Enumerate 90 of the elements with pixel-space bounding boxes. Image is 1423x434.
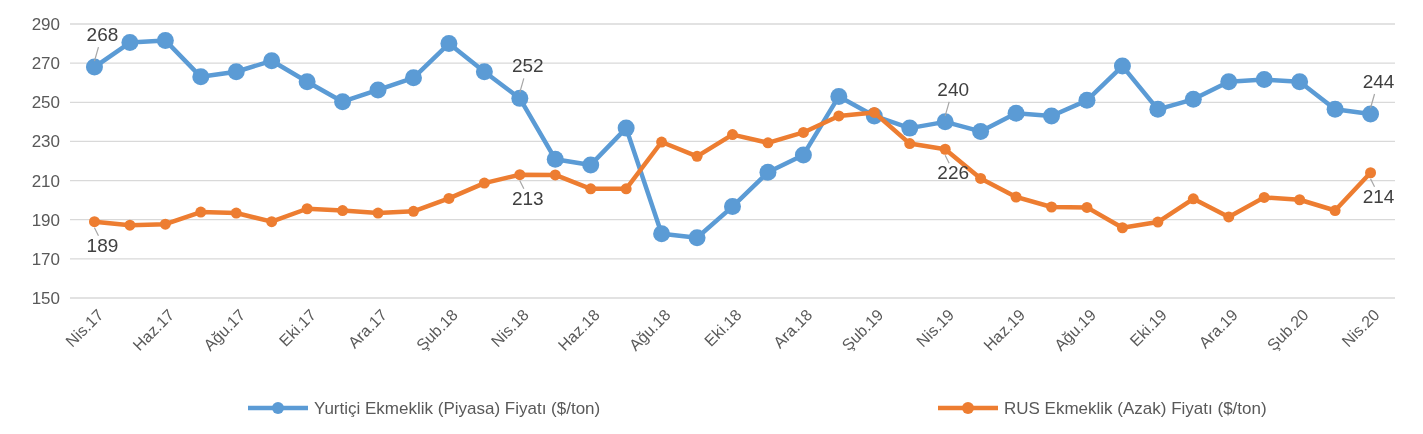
data-label: 240: [937, 78, 970, 100]
point: [797, 126, 809, 138]
point: [156, 31, 174, 49]
point: [1081, 201, 1093, 213]
point: [724, 198, 741, 216]
point: [939, 143, 951, 155]
y-tick-label: 250: [31, 93, 60, 113]
point: [546, 150, 564, 168]
point: [1255, 71, 1273, 89]
point: [1187, 193, 1199, 205]
point: [407, 205, 419, 217]
point: [1258, 191, 1270, 203]
point: [936, 113, 954, 131]
point: [475, 63, 493, 81]
data-label: 252: [511, 55, 544, 77]
point: [1113, 57, 1131, 75]
point: [1362, 105, 1380, 123]
point: [762, 137, 774, 149]
point: [372, 207, 384, 219]
point: [901, 119, 919, 137]
point: [124, 219, 136, 231]
point: [1116, 222, 1128, 234]
point: [617, 119, 635, 137]
point: [369, 81, 387, 99]
y-tick-label: 150: [31, 288, 60, 308]
point: [266, 216, 278, 228]
point: [656, 136, 668, 148]
point: [688, 229, 706, 247]
point: [833, 110, 845, 122]
data-label: 214: [1362, 185, 1395, 207]
point: [298, 73, 316, 91]
point: [794, 146, 812, 164]
data-label: 268: [86, 24, 119, 46]
point: [227, 63, 245, 81]
point: [1223, 211, 1235, 223]
point: [404, 69, 422, 87]
point: [727, 129, 738, 141]
point: [1326, 100, 1344, 118]
point: [1291, 73, 1309, 91]
point: [1329, 205, 1341, 217]
point: [972, 122, 990, 140]
point: [620, 183, 632, 195]
y-tick-label: 230: [31, 132, 60, 152]
point: [1294, 194, 1306, 206]
point: [443, 192, 455, 204]
point: [159, 218, 171, 230]
point: [478, 177, 490, 189]
point: [337, 205, 349, 217]
point: [301, 203, 313, 215]
point: [440, 35, 458, 53]
point: [1152, 216, 1164, 228]
data-label: 226: [937, 162, 970, 184]
y-tick-label: 210: [31, 171, 60, 191]
point: [514, 169, 526, 181]
point: [1046, 201, 1058, 213]
point: [1010, 191, 1022, 203]
point: [511, 89, 529, 107]
data-label: 244: [1362, 71, 1395, 93]
point: [195, 206, 207, 218]
point: [85, 58, 103, 76]
point: [1365, 167, 1377, 179]
point: [1078, 91, 1096, 109]
point: [1220, 73, 1238, 91]
legend-label: RUS Ekmeklik (Azak) Fiyatı ($/ton): [1004, 399, 1267, 418]
point: [691, 150, 703, 162]
point: [121, 34, 139, 52]
point: [88, 216, 100, 228]
point: [653, 225, 671, 243]
point: [1007, 104, 1025, 122]
point: [549, 169, 561, 181]
point: [904, 138, 916, 150]
point: [1149, 100, 1167, 118]
data-label: 189: [86, 234, 119, 256]
y-tick-label: 170: [31, 249, 60, 269]
point: [334, 93, 352, 111]
point: [1043, 107, 1061, 125]
point: [1184, 90, 1202, 108]
point: [830, 87, 848, 105]
point: [585, 183, 597, 195]
point: [263, 52, 281, 70]
point: [582, 156, 600, 174]
y-tick-label: 270: [31, 54, 60, 74]
point: [759, 163, 777, 181]
legend-label: Yurtiçi Ekmeklik (Piyasa) Fiyatı ($/ton): [314, 399, 601, 418]
point: [230, 207, 242, 219]
point: [975, 172, 987, 184]
data-label: 213: [511, 187, 544, 209]
point: [192, 68, 210, 86]
y-tick-label: 190: [31, 210, 60, 230]
y-tick-label: 290: [31, 14, 60, 34]
